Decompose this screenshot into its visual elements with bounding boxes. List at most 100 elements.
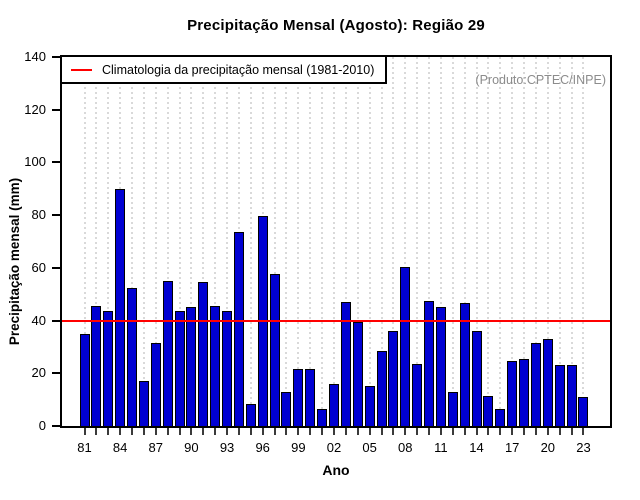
bar-1990 [186, 307, 197, 426]
product-credit: (Produto:CPTEC/INPE) [475, 73, 606, 87]
bar-2011 [435, 307, 446, 426]
x-tick-2022 [570, 428, 573, 435]
y-tick-label-0: 0 [38, 418, 46, 433]
x-tick-1982 [95, 428, 98, 435]
x-tick-label-2002: 02 [326, 440, 342, 455]
y-tick-label-60: 60 [31, 259, 46, 275]
bar-2012 [447, 391, 458, 426]
bar-1993 [222, 311, 233, 426]
gridline-2002 [332, 57, 335, 426]
x-tick-1993 [226, 428, 229, 435]
bar-1994 [233, 232, 244, 426]
gridline-1982 [95, 57, 98, 426]
gridline-2015 [487, 57, 490, 426]
y-tick-100 [52, 161, 60, 164]
x-tick-1999 [297, 428, 300, 435]
x-tick-label-1999: 99 [291, 440, 306, 455]
gridline-1998 [285, 57, 288, 426]
bar-2006 [376, 350, 387, 426]
gridline-2020 [546, 57, 549, 426]
bar-1986 [138, 381, 149, 426]
gridline-2003 [344, 57, 347, 426]
x-tick-2003 [344, 428, 347, 435]
x-tick-2005 [368, 428, 371, 435]
y-tick-label-40: 40 [31, 312, 46, 328]
bar-2021 [554, 365, 565, 426]
gridline-2016 [499, 57, 502, 426]
y-tick-label-100: 100 [24, 154, 46, 170]
bar-2004 [352, 321, 363, 426]
x-tick-label-1996: 96 [255, 440, 270, 455]
gridline-1992 [214, 57, 217, 426]
y-tick-0 [52, 425, 60, 427]
bar-2005 [364, 386, 375, 426]
y-tick-40 [52, 319, 60, 322]
x-tick-label-2014: 14 [469, 440, 484, 455]
x-tick-2019 [534, 428, 537, 435]
gridline-2010 [428, 57, 431, 426]
x-tick-1983 [107, 428, 110, 435]
bar-2008 [400, 266, 411, 426]
bar-2010 [424, 300, 435, 426]
bar-2013 [459, 303, 470, 426]
x-tick-label-1993: 93 [219, 440, 235, 455]
gridline-1999 [297, 57, 300, 426]
bar-1997 [269, 274, 280, 426]
x-tick-1996 [261, 428, 264, 435]
y-tick-20 [52, 372, 60, 375]
gridline-1986 [142, 57, 145, 426]
x-tick-2007 [392, 428, 395, 435]
bar-1999 [293, 369, 304, 426]
plot-area: 0 20 40 60 80 100 120 140 81 84 87 90 93 96 99 02 05 08 1… [24, 49, 612, 455]
gridline-1990 [190, 57, 193, 426]
x-tick-2009 [416, 428, 419, 435]
x-tick-2021 [558, 428, 561, 435]
x-tick-2014 [475, 428, 478, 435]
x-tick-2020 [546, 428, 549, 435]
bar-2023 [578, 397, 589, 426]
gridline-2011 [439, 57, 442, 426]
gridline-2014 [475, 57, 478, 426]
bar-2020 [542, 339, 553, 426]
gridline-2017 [511, 57, 514, 426]
gridline-1989 [178, 57, 181, 426]
x-tick-1991 [202, 428, 205, 435]
x-tick-1989 [178, 428, 181, 435]
gridline-1987 [154, 57, 157, 426]
gridline-1991 [202, 57, 205, 426]
legend: Climatologia da precipitação mensal (198… [60, 55, 388, 84]
x-tick-2023 [582, 428, 585, 435]
bar-2001 [317, 408, 328, 426]
gridline-2004 [356, 57, 359, 426]
bar-1991 [198, 282, 209, 426]
bar-1998 [281, 391, 292, 426]
gridline-1995 [249, 57, 252, 426]
x-tick-1992 [214, 428, 217, 435]
bar-2002 [328, 383, 339, 426]
y-tick-label-120: 120 [24, 101, 46, 117]
x-tick-2013 [463, 428, 466, 435]
gridline-2005 [368, 57, 371, 426]
y-tick-60 [52, 266, 60, 269]
gridline-2023 [582, 57, 585, 426]
bar-2017 [507, 361, 518, 426]
x-tick-1984 [119, 428, 122, 435]
y-tick-label-20: 20 [31, 365, 46, 381]
gridline-2018 [523, 57, 526, 426]
x-tick-label-1984: 84 [112, 440, 128, 455]
x-tick-label-1981: 81 [77, 440, 92, 455]
x-tick-1988 [166, 428, 169, 435]
x-tick-1995 [249, 428, 252, 435]
bar-1987 [150, 342, 161, 426]
bar-1985 [127, 287, 138, 426]
x-tick-2017 [511, 428, 514, 435]
x-tick-2000 [309, 428, 312, 435]
bar-2014 [471, 331, 482, 426]
bar-2000 [305, 369, 316, 426]
chart-title: Precipitação Mensal (Agosto): Região 29 [187, 17, 485, 34]
bar-1992 [210, 306, 221, 426]
x-tick-1986 [142, 428, 145, 435]
x-tick-2002 [332, 428, 335, 435]
x-tick-label-2023: 23 [576, 440, 591, 455]
gridline-2008 [404, 57, 407, 426]
